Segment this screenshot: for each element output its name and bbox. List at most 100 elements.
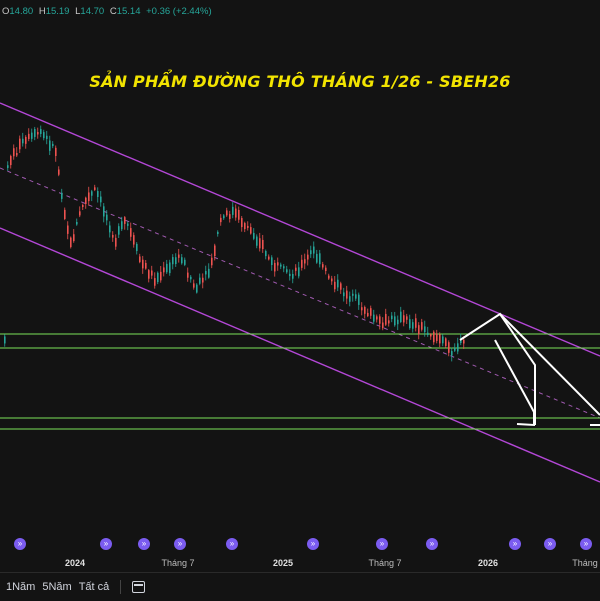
candle-body (37, 132, 39, 135)
candle-body (385, 313, 387, 325)
candle-body (424, 326, 426, 333)
candle-body (250, 227, 252, 234)
projection-arrow-path (459, 312, 536, 425)
projection-arrow-shaft (494, 339, 535, 413)
candle-body (22, 138, 24, 144)
candle-body (274, 262, 276, 272)
candle-body (451, 351, 453, 356)
candle-body (298, 267, 300, 277)
candle-body (232, 206, 234, 215)
candle-body (169, 262, 171, 274)
event-marker-icon[interactable]: » (426, 538, 438, 550)
candle-body (52, 143, 54, 147)
candle-body (307, 254, 309, 260)
calendar-icon[interactable] (132, 581, 146, 593)
close-value: 15.14 (116, 6, 141, 17)
candle-body (133, 235, 135, 245)
candle-body (172, 257, 174, 265)
candle-body (148, 270, 150, 279)
candle-body (145, 262, 147, 269)
candle-body (67, 225, 69, 234)
candle-body (154, 278, 156, 286)
candle-body (25, 136, 27, 144)
candle-body (379, 316, 381, 324)
event-marker-icon[interactable]: » (138, 538, 150, 550)
candle-body (331, 278, 333, 282)
candle-body (376, 316, 378, 320)
candle-body (124, 217, 126, 224)
candle-body (268, 256, 270, 260)
candle-body (277, 262, 279, 266)
candle-body (94, 187, 96, 190)
candle-body (97, 191, 99, 197)
candle-body (217, 231, 219, 235)
candle-body (256, 236, 258, 246)
candle-body (244, 223, 246, 230)
range-5-year-button[interactable]: 5Năm (42, 581, 72, 593)
event-marker-icon[interactable]: » (174, 538, 186, 550)
candle-body (295, 267, 297, 271)
event-marker-icon[interactable]: » (509, 538, 521, 550)
candle-body (214, 245, 216, 257)
candle-body (337, 279, 339, 288)
x-axis-label: 2026 (477, 558, 499, 568)
candle-body (49, 140, 51, 151)
candle-body (457, 343, 459, 352)
candle-body (241, 218, 243, 228)
candle-body (223, 215, 225, 219)
high-value: 15.19 (45, 6, 70, 17)
event-marker-icon[interactable]: » (544, 538, 556, 550)
candle-body (343, 292, 345, 297)
change-value: +0.36 (+2.44%) (146, 6, 212, 17)
candle-body (31, 132, 33, 139)
event-marker-icon[interactable]: » (376, 538, 388, 550)
range-all-button[interactable]: Tất cả (78, 581, 110, 593)
candle-body (118, 226, 120, 235)
candle-body (46, 135, 48, 139)
candle-body (328, 275, 330, 279)
candle-body (151, 270, 153, 276)
candle-body (175, 257, 177, 265)
candle-body (262, 239, 264, 250)
candle-body (121, 221, 123, 230)
event-marker-icon[interactable]: » (14, 538, 26, 550)
candle-body (436, 333, 438, 341)
candle-body (259, 238, 261, 249)
candle-body (208, 268, 210, 278)
event-marker-icon[interactable]: » (226, 538, 238, 550)
x-axis-label: Tháng 7 (368, 558, 402, 568)
price-chart[interactable] (0, 0, 600, 572)
candle-body (412, 322, 414, 329)
candle-body (292, 273, 294, 279)
candle-body (7, 165, 9, 168)
candle-body (400, 311, 402, 322)
candle-body (325, 267, 327, 272)
candle-body (190, 276, 192, 280)
candle-body (364, 307, 366, 314)
candle-body (313, 246, 315, 254)
candle-body (91, 191, 93, 196)
candle-body (166, 263, 168, 273)
candle-body (265, 250, 267, 257)
candle-body (370, 308, 372, 316)
candle-body (394, 316, 396, 326)
event-marker-icon[interactable]: » (100, 538, 112, 550)
candle-body (76, 222, 78, 225)
candle-body (238, 209, 240, 220)
ohlc-readout: O14.80 H15.19 L14.70 C15.14 +0.36 (+2.44… (2, 6, 212, 17)
candle-body (73, 234, 75, 242)
event-marker-icon[interactable]: » (580, 538, 592, 550)
candle-body (85, 197, 87, 205)
toolbar-divider (120, 580, 122, 594)
channel-midline (0, 167, 600, 419)
candle-body (58, 169, 60, 175)
event-marker-icon[interactable]: » (307, 538, 319, 550)
open-label: O (2, 6, 10, 17)
candle-body (202, 277, 204, 283)
range-1-year-button[interactable]: 1Năm (6, 581, 36, 593)
candle-body (304, 259, 306, 264)
chart-title: SẢN PHẨM ĐƯỜNG THÔ THÁNG 1/26 - SBEH26 (89, 72, 511, 91)
high-label: H (38, 6, 46, 17)
candle-body (28, 133, 30, 140)
candle-body (196, 284, 198, 293)
